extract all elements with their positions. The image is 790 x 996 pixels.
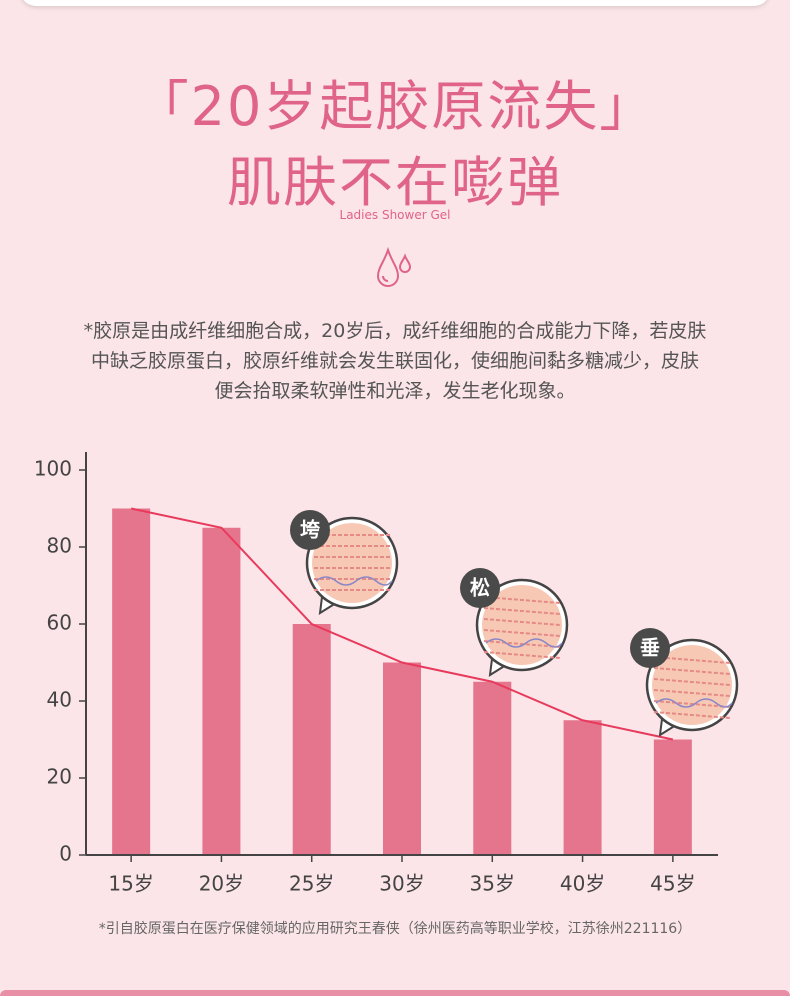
- skin-layer: [482, 585, 562, 665]
- subtitle: Ladies Shower Gel: [339, 208, 451, 222]
- skin-fiber: [315, 576, 393, 586]
- top-card: [20, 0, 770, 6]
- drop-icon: [376, 246, 412, 287]
- x-tick-label: 45岁: [650, 872, 695, 896]
- skin-bubble: 松: [460, 568, 569, 677]
- skin-cell-row: [653, 711, 731, 719]
- x-tick-label: 40岁: [560, 872, 605, 896]
- bar: [383, 662, 421, 855]
- x-tick-label: 25岁: [289, 872, 334, 896]
- skin-cell-row: [653, 689, 731, 697]
- skin-cell-row: [653, 678, 731, 686]
- chart: 0 20 40 60 80 100 15岁 20岁 25岁 30岁 35岁 40岁 45岁 垮松垂: [34, 452, 739, 896]
- skin-layer: [652, 645, 732, 725]
- bottom-band: [0, 990, 790, 996]
- skin-bubble: 垮: [290, 510, 399, 615]
- description-line: 中缺乏胶原蛋白，胶原纤维就会发生联固化，使细胞间黏多糖减少，皮肤: [90, 350, 699, 372]
- skin-cell-row: [483, 618, 561, 626]
- label-badge: [630, 628, 670, 668]
- label-badge: [460, 568, 500, 608]
- x-tick-label: 20岁: [199, 872, 244, 896]
- y-tick-label: 80: [47, 534, 72, 558]
- footnote: *引自胶原蛋白在医疗保健领域的应用研究王春侠（徐州医药高等职业学校，江苏徐州22…: [98, 921, 692, 937]
- skin-cell-row: [653, 700, 731, 708]
- bar: [473, 681, 512, 855]
- x-tick-label: 35岁: [470, 872, 515, 896]
- bar: [292, 624, 331, 855]
- annotation-label: 垮: [300, 518, 320, 542]
- bar: [112, 508, 151, 855]
- title-line: 肌肤不在嘭弹: [227, 151, 563, 214]
- skin-fiber: [485, 638, 563, 648]
- y-tick-label: 40: [47, 688, 72, 712]
- skin-bubble: 垂: [630, 628, 739, 737]
- skin-cell-row: [483, 629, 561, 637]
- skin-layer: [312, 523, 392, 603]
- description-line: 便会拾取柔软弹性和光泽，发生老化现象。: [214, 380, 576, 402]
- label-badge: [290, 510, 330, 550]
- x-tick-label: 15岁: [108, 872, 153, 896]
- bar: [202, 527, 241, 855]
- x-tick-label: 30岁: [379, 872, 424, 896]
- y-tick-label: 0: [59, 842, 72, 866]
- y-tick-label: 100: [34, 457, 72, 481]
- bar: [653, 739, 692, 855]
- annotation-label: 松: [470, 576, 490, 600]
- skin-cell-row: [483, 607, 561, 615]
- skin-cell-row: [483, 640, 561, 648]
- skin-cell-row: [653, 667, 731, 675]
- description-line: *胶原是由成纤维细胞合成，20岁后，成纤维细胞的合成能力下降，若皮肤: [83, 320, 707, 342]
- y-tick-label: 20: [47, 765, 72, 789]
- annotation-label: 垂: [640, 636, 660, 660]
- skin-fiber: [655, 698, 733, 708]
- y-tick-label: 60: [47, 611, 72, 635]
- bar: [563, 720, 602, 855]
- trend-line: [130, 507, 674, 741]
- title-line: 「20岁起胶原流失」: [134, 75, 656, 138]
- skin-cell-row: [483, 651, 561, 659]
